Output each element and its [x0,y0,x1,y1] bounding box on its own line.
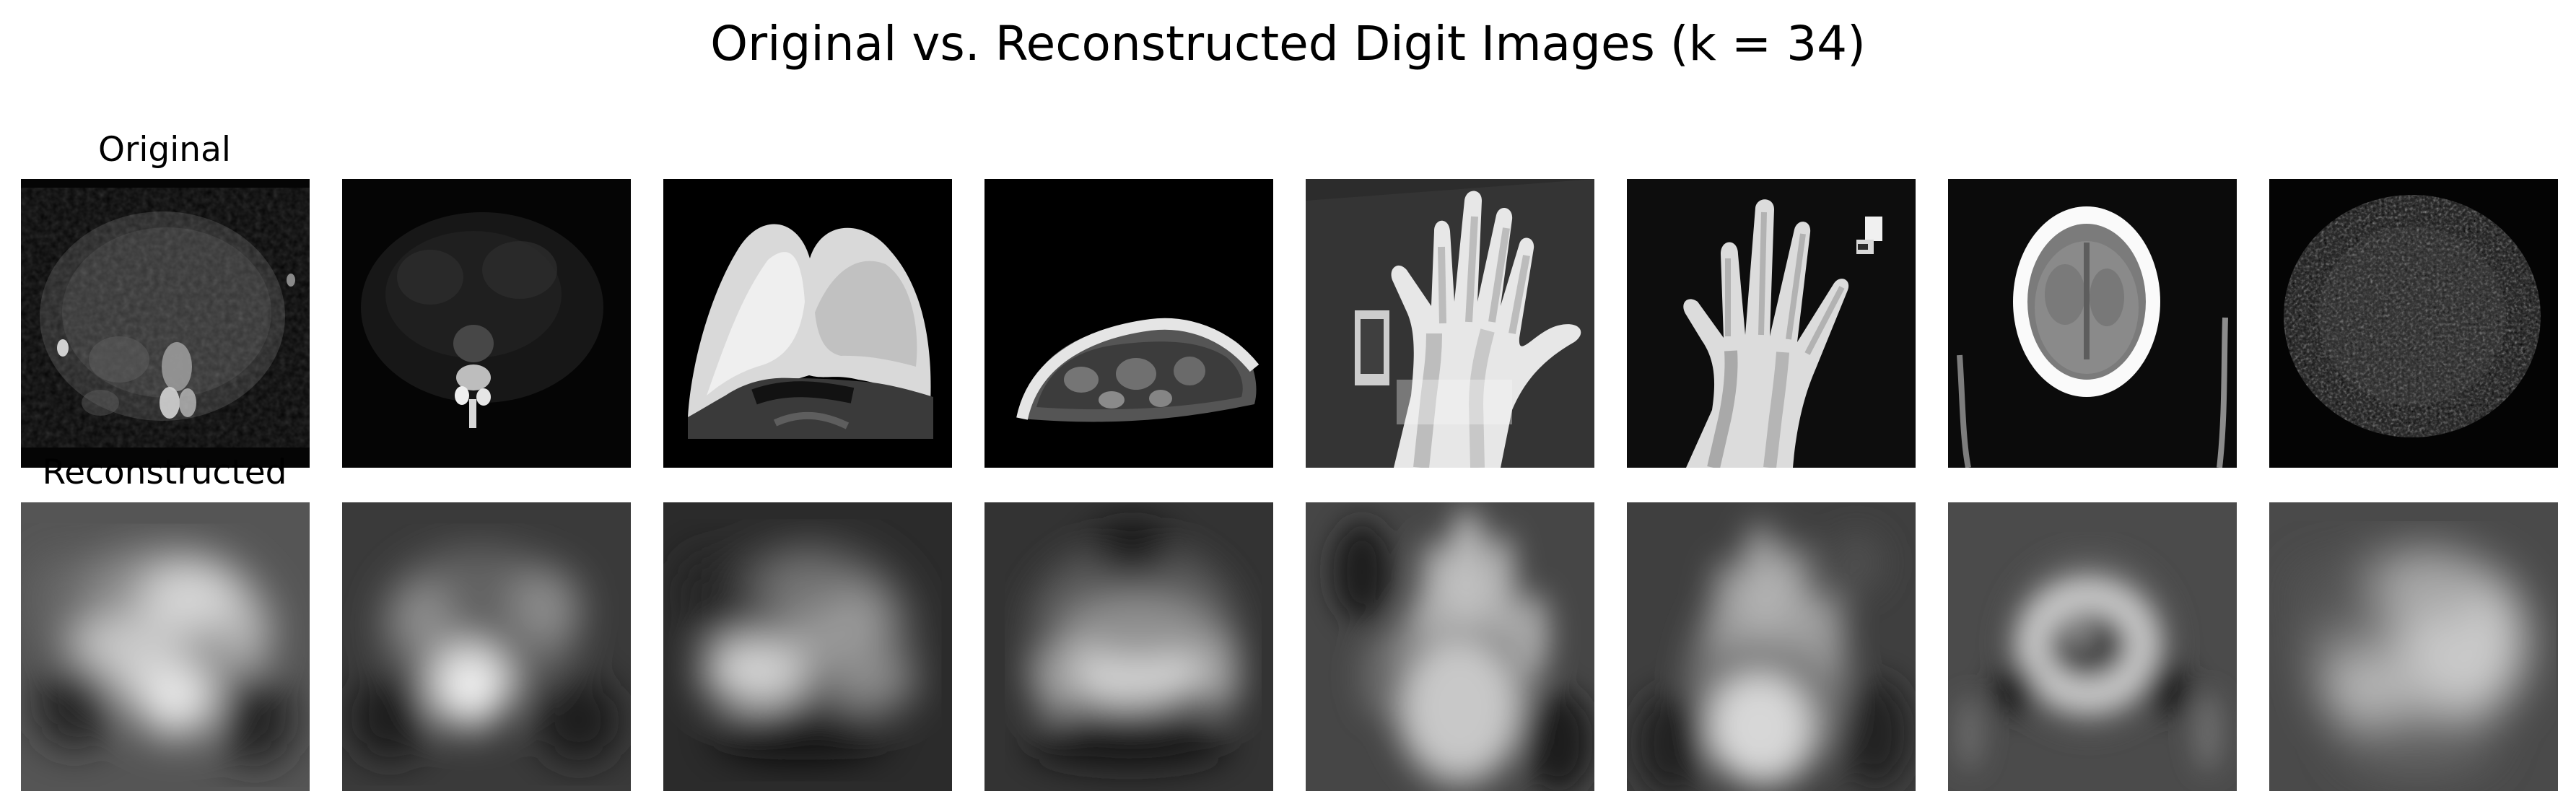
original-image-2 [342,179,631,468]
reconstructed-image-8 [2269,502,2558,791]
abdomen-mri-original-image [21,179,310,468]
original-image-3 [663,179,952,468]
speckled-scan-original-image [2269,179,2558,468]
original-image-4 [984,179,1273,468]
abdomen-mri-reconstructed-image [342,502,631,791]
head-ct-reconstructed-image [1948,502,2237,791]
reconstructed-image-5 [1306,502,1594,791]
hand-xray-reconstructed-image [1627,502,1916,791]
head-ct-original-image [1948,179,2237,468]
abdomen-mri-original-image [342,179,631,468]
abdomen-ct-reconstructed-image [984,502,1273,791]
breast-mri-reconstructed-image [663,502,952,791]
hand-xray-original-image [1627,179,1916,468]
reconstructed-image-1 [21,502,310,791]
abdomen-mri-reconstructed-image [21,502,310,791]
hand-xray-original-image [1306,179,1594,468]
reconstructed-image-3 [663,502,952,791]
figure-title: Original vs. Reconstructed Digit Images … [710,16,1866,71]
reconstructed-image-4 [984,502,1273,791]
reconstructed-image-6 [1627,502,1916,791]
breast-mri-original-image [663,179,952,468]
original-image-7 [1948,179,2237,468]
abdomen-ct-original-image [984,179,1273,468]
speckled-scan-reconstructed-image [2269,502,2558,791]
original-image-8 [2269,179,2558,468]
original-image-1 [21,179,310,468]
reconstructed-image-2 [342,502,631,791]
original-row-label: Original [98,130,231,170]
hand-xray-reconstructed-image [1306,502,1594,791]
reconstructed-image-7 [1948,502,2237,791]
original-image-6 [1627,179,1916,468]
original-image-5 [1306,179,1594,468]
reconstructed-row-label: Reconstructed [42,453,287,492]
